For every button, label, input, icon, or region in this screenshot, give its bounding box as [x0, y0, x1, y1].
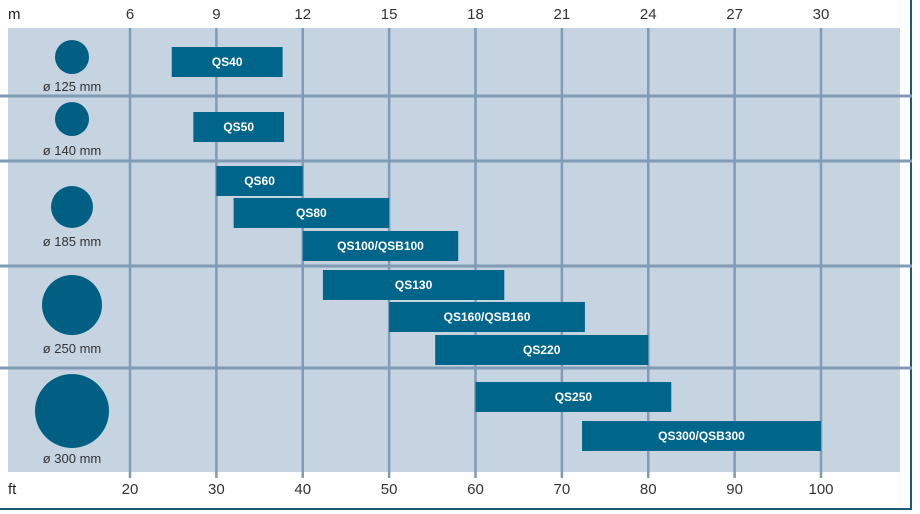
range-bar — [233, 198, 390, 228]
bar-label: QS160/QSB160 — [444, 310, 531, 324]
bar-label: QS250 — [555, 390, 593, 404]
bottom-tick-label: 70 — [554, 481, 571, 498]
top-axis-unit: m — [8, 6, 21, 23]
pipe-diameter-icon — [42, 275, 102, 335]
bottom-axis-unit: ft — [8, 481, 17, 498]
pipe-diameter-icon — [55, 40, 89, 74]
bar-label: QS100/QSB100 — [337, 239, 424, 253]
bar-label: QS80 — [296, 206, 327, 220]
range-bar — [216, 166, 303, 196]
bottom-tick-label: 20 — [122, 481, 139, 498]
top-tick-label: 27 — [726, 6, 743, 23]
diameter-label: ø 250 mm — [43, 341, 102, 356]
bottom-tick-label: 100 — [808, 481, 833, 498]
bar-label: QS60 — [244, 174, 275, 188]
bar-label: QS40 — [212, 55, 243, 69]
bottom-tick-label: 30 — [208, 481, 225, 498]
range-bar — [435, 335, 649, 365]
range-bar — [171, 47, 283, 77]
pipe-diameter-icon — [35, 374, 109, 448]
top-tick-label: 18 — [467, 6, 484, 23]
diameter-label: ø 125 mm — [43, 79, 102, 94]
range-bar — [582, 421, 821, 451]
top-tick-label: 9 — [212, 6, 220, 23]
bar-label: QS220 — [523, 343, 561, 357]
range-bar — [322, 270, 505, 300]
pipe-diameter-icon — [51, 186, 93, 228]
bottom-tick-label: 60 — [467, 481, 484, 498]
top-tick-label: 6 — [126, 6, 134, 23]
bar-label: QS130 — [395, 278, 433, 292]
diameter-label: ø 185 mm — [43, 234, 102, 249]
bottom-tick-label: 90 — [726, 481, 743, 498]
top-tick-label: 21 — [554, 6, 571, 23]
diameter-label: ø 140 mm — [43, 143, 102, 158]
bottom-tick-label: 80 — [640, 481, 657, 498]
range-bar — [475, 382, 672, 412]
bottom-tick-label: 40 — [294, 481, 311, 498]
range-bar — [389, 302, 585, 332]
bar-label: QS50 — [223, 120, 254, 134]
pipe-diameter-icon — [55, 102, 89, 136]
diameter-label: ø 300 mm — [43, 451, 102, 466]
top-tick-label: 30 — [813, 6, 830, 23]
bar-label: QS300/QSB300 — [658, 429, 745, 443]
top-tick-label: 15 — [381, 6, 398, 23]
top-tick-label: 24 — [640, 6, 657, 23]
top-tick-label: 12 — [294, 6, 311, 23]
range-bar — [193, 112, 285, 142]
bottom-tick-label: 50 — [381, 481, 398, 498]
range-bar — [302, 231, 459, 261]
